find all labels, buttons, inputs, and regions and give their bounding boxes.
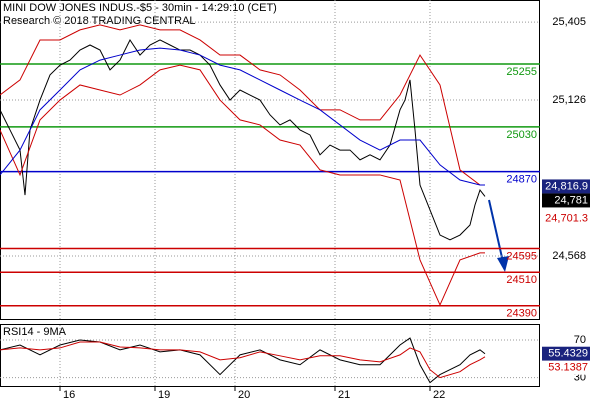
x-tick-label: 21 (338, 389, 350, 400)
chart-subtitle: Research © 2018 TRADING CENTRAL (3, 15, 196, 27)
y-tick-label: 24,568 (552, 250, 586, 262)
level-label: 25030 (506, 129, 537, 141)
series-line (0, 24, 485, 186)
price-tag (542, 211, 590, 226)
level-label: 24390 (506, 308, 537, 320)
rsi-title: RSI14 - 9MA (3, 326, 67, 338)
price-tag (542, 179, 590, 194)
level-label: 24510 (506, 274, 537, 286)
level-label: 24870 (506, 174, 537, 186)
price-tag (542, 346, 590, 361)
series-line (0, 341, 486, 379)
level-label: 25255 (506, 66, 537, 78)
price-tag (542, 193, 590, 208)
x-tick-label: 16 (63, 389, 75, 400)
x-tick-label: 20 (238, 389, 250, 400)
chart-title: MINI DOW JONES INDUS.-$5 - 30min - 14:29… (3, 2, 277, 14)
y-tick-label: 25,405 (552, 16, 586, 28)
series-line (0, 38, 486, 241)
y-tick-label: 25,126 (552, 94, 586, 106)
forecast-arrow (488, 199, 509, 272)
x-tick-label: 19 (158, 389, 170, 400)
price-tag-label: 24,816.9 (545, 180, 588, 192)
price-tag-label: 24,781 (554, 194, 588, 206)
rsi-frame (0, 324, 540, 387)
price-tag-label: 55.4329 (548, 348, 588, 360)
level-label: 24595 (506, 250, 537, 262)
series-line (0, 47, 485, 186)
main-frame (0, 0, 540, 320)
y-tick-label: 70 (574, 334, 586, 346)
price-tag (542, 360, 590, 375)
price-tag-label: 24,701.3 (545, 213, 588, 225)
price-tag-label: 53.1387 (548, 362, 588, 374)
x-tick-label: 22 (433, 389, 445, 400)
series-line (0, 337, 486, 384)
series-line (0, 64, 485, 307)
